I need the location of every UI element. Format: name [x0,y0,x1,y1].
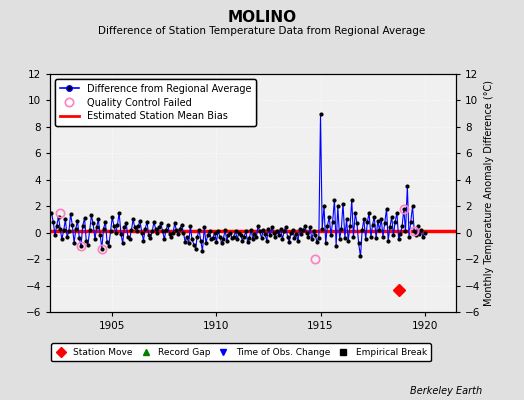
Text: Berkeley Earth: Berkeley Earth [410,386,482,396]
Legend: Difference from Regional Average, Quality Control Failed, Estimated Station Mean: Difference from Regional Average, Qualit… [54,79,256,126]
Legend: Station Move, Record Gap, Time of Obs. Change, Empirical Break: Station Move, Record Gap, Time of Obs. C… [51,344,431,362]
Text: Difference of Station Temperature Data from Regional Average: Difference of Station Temperature Data f… [99,26,425,36]
Y-axis label: Monthly Temperature Anomaly Difference (°C): Monthly Temperature Anomaly Difference (… [485,80,495,306]
Text: MOLINO: MOLINO [227,10,297,25]
